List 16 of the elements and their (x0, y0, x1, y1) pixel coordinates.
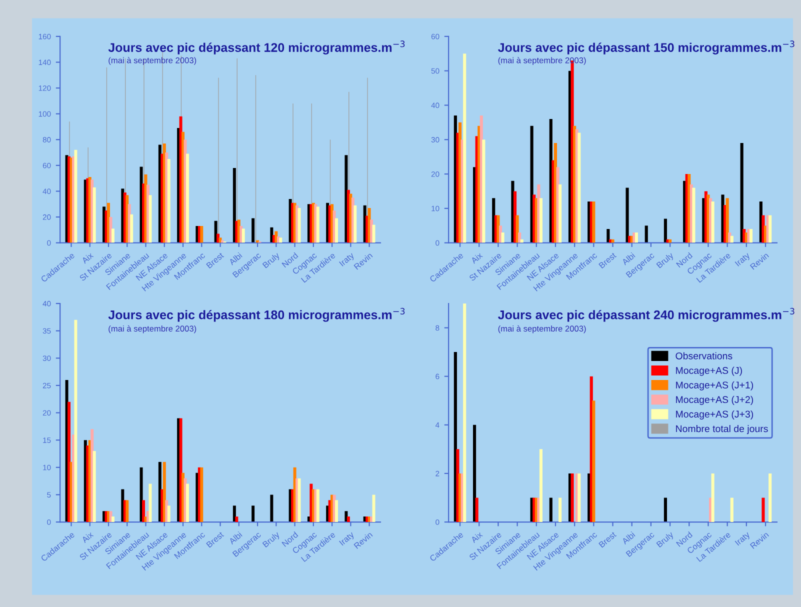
text: (mai à septembre 2003) (108, 325, 196, 334)
legend-label: Mocage+AS (J+1) (676, 381, 754, 390)
chart-title: Jours avec pic dépassant 180 microgrammes.m$^{−3}$ (108, 308, 405, 322)
text: (mai à septembre 2003) (498, 325, 586, 334)
text: (mai à septembre 2003) (498, 57, 586, 65)
legend-label: Mocage+AS (J) (676, 366, 742, 376)
x-tick-label: Iraty (734, 252, 752, 268)
x-tick-label: Iraty (734, 531, 752, 547)
chart-title: Jours avec pic dépassant 240 microgrammes.m$^{−3}$ (498, 308, 794, 322)
legend-label: Mocage+AS (J+2) (676, 396, 754, 405)
legend-label: Observations (676, 352, 732, 360)
legend-label: Mocage+AS (J+3) (676, 410, 754, 420)
chart-title: Jours avec pic dépassant 120 microgrammes.m$^{−3}$ (108, 40, 405, 54)
legend-label: Nombre total de jours (676, 425, 768, 434)
chart-title: Jours avec pic dépassant 150 microgrammes.m$^{−3}$ (498, 40, 794, 54)
text: (mai à septembre 2003) (108, 57, 196, 65)
